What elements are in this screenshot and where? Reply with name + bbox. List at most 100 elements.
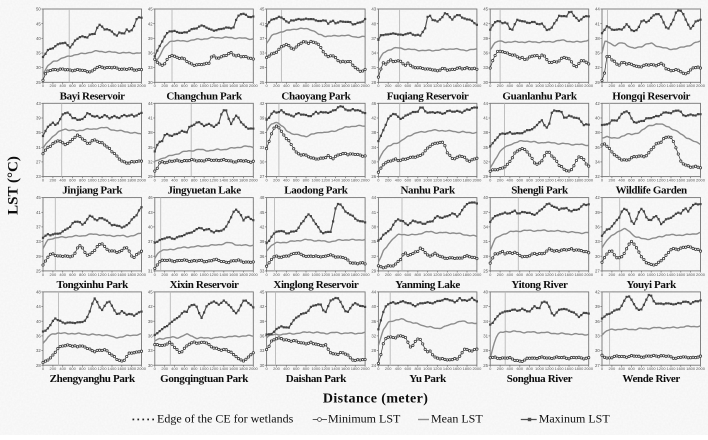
svg-text:1600: 1600 [229, 178, 239, 183]
svg-text:33: 33 [595, 239, 600, 244]
svg-text:2000: 2000 [361, 272, 371, 277]
svg-text:600: 600 [405, 272, 412, 277]
svg-text:800: 800 [191, 178, 198, 183]
svg-text:400: 400 [59, 83, 66, 88]
svg-text:800: 800 [303, 83, 310, 88]
svg-text:2000: 2000 [584, 366, 594, 371]
svg-text:44: 44 [371, 195, 376, 200]
svg-text:400: 400 [283, 83, 290, 88]
svg-text:33: 33 [148, 65, 153, 70]
svg-text:45: 45 [260, 290, 265, 295]
svg-text:33: 33 [36, 239, 41, 244]
svg-text:0: 0 [154, 83, 157, 88]
svg-text:31: 31 [483, 334, 488, 339]
svg-text:200: 200 [609, 83, 616, 88]
svg-text:2000: 2000 [137, 272, 147, 277]
svg-text:36: 36 [483, 51, 488, 56]
svg-text:1800: 1800 [574, 366, 584, 371]
svg-text:37: 37 [483, 210, 488, 215]
svg-text:1200: 1200 [657, 272, 667, 277]
svg-text:1400: 1400 [219, 366, 229, 371]
svg-text:39: 39 [260, 116, 265, 121]
svg-text:800: 800 [638, 366, 645, 371]
svg-text:38: 38 [148, 130, 153, 135]
svg-text:200: 200 [273, 366, 280, 371]
svg-text:1400: 1400 [108, 178, 118, 183]
svg-text:1800: 1800 [686, 272, 696, 277]
svg-text:0: 0 [154, 178, 157, 183]
svg-text:800: 800 [638, 272, 645, 277]
svg-text:31: 31 [371, 65, 376, 70]
svg-text:400: 400 [283, 366, 290, 371]
svg-text:400: 400 [395, 83, 402, 88]
svg-text:800: 800 [303, 366, 310, 371]
svg-text:41: 41 [148, 116, 153, 121]
svg-text:1000: 1000 [88, 178, 98, 183]
svg-text:41: 41 [483, 116, 488, 121]
svg-text:1200: 1200 [209, 178, 219, 183]
svg-text:800: 800 [191, 83, 198, 88]
svg-text:600: 600 [181, 83, 188, 88]
svg-text:39: 39 [36, 116, 41, 121]
svg-text:1400: 1400 [331, 178, 341, 183]
svg-text:400: 400 [171, 178, 178, 183]
svg-text:1200: 1200 [98, 366, 108, 371]
svg-text:1000: 1000 [311, 83, 321, 88]
svg-text:1400: 1400 [555, 366, 565, 371]
svg-text:1600: 1600 [676, 178, 686, 183]
svg-text:1600: 1600 [229, 366, 239, 371]
svg-text:40: 40 [371, 304, 376, 309]
svg-text:43: 43 [36, 101, 41, 106]
svg-text:35: 35 [595, 51, 600, 56]
svg-text:Guanlanhu Park: Guanlanhu Park [502, 90, 578, 102]
svg-text:30: 30 [148, 80, 153, 85]
svg-text:35: 35 [148, 145, 153, 150]
svg-text:400: 400 [59, 272, 66, 277]
svg-text:400: 400 [59, 366, 66, 371]
svg-text:1000: 1000 [535, 366, 545, 371]
svg-text:1800: 1800 [351, 178, 361, 183]
svg-text:Bayi Reservoir: Bayi Reservoir [60, 90, 126, 102]
svg-text:28: 28 [483, 348, 488, 353]
svg-text:33: 33 [260, 51, 265, 56]
svg-text:400: 400 [395, 366, 402, 371]
svg-text:1000: 1000 [200, 178, 210, 183]
svg-text:48: 48 [260, 195, 265, 200]
svg-text:200: 200 [385, 178, 392, 183]
svg-text:1800: 1800 [463, 272, 473, 277]
svg-text:37: 37 [371, 36, 376, 41]
svg-text:0: 0 [42, 83, 45, 88]
svg-text:Yanming Lake: Yanming Lake [395, 279, 460, 291]
svg-text:30: 30 [260, 363, 265, 368]
svg-text:0: 0 [377, 272, 380, 277]
svg-text:400: 400 [395, 178, 402, 183]
svg-text:1800: 1800 [463, 178, 473, 183]
svg-text:42: 42 [148, 304, 153, 309]
svg-text:28: 28 [483, 254, 488, 259]
svg-text:1800: 1800 [239, 178, 249, 183]
svg-text:400: 400 [171, 83, 178, 88]
svg-text:200: 200 [497, 83, 504, 88]
svg-text:1600: 1600 [565, 366, 575, 371]
svg-text:1200: 1200 [209, 366, 219, 371]
svg-text:1600: 1600 [117, 83, 127, 88]
svg-text:1000: 1000 [311, 272, 321, 277]
svg-text:1400: 1400 [667, 83, 677, 88]
svg-text:1200: 1200 [209, 83, 219, 88]
svg-text:600: 600 [628, 178, 635, 183]
svg-text:36: 36 [260, 334, 265, 339]
svg-text:1400: 1400 [219, 83, 229, 88]
svg-text:36: 36 [595, 145, 600, 150]
svg-text:Chaoyang Park: Chaoyang Park [281, 90, 351, 102]
svg-text:200: 200 [161, 178, 168, 183]
svg-text:600: 600 [405, 178, 412, 183]
svg-text:0: 0 [601, 178, 604, 183]
svg-text:1800: 1800 [574, 178, 584, 183]
svg-text:2000: 2000 [249, 178, 259, 183]
svg-text:39: 39 [148, 36, 153, 41]
svg-text:200: 200 [609, 178, 616, 183]
svg-text:2000: 2000 [472, 178, 482, 183]
svg-text:1400: 1400 [667, 272, 677, 277]
svg-text:41: 41 [260, 21, 265, 26]
svg-text:28: 28 [371, 348, 376, 353]
